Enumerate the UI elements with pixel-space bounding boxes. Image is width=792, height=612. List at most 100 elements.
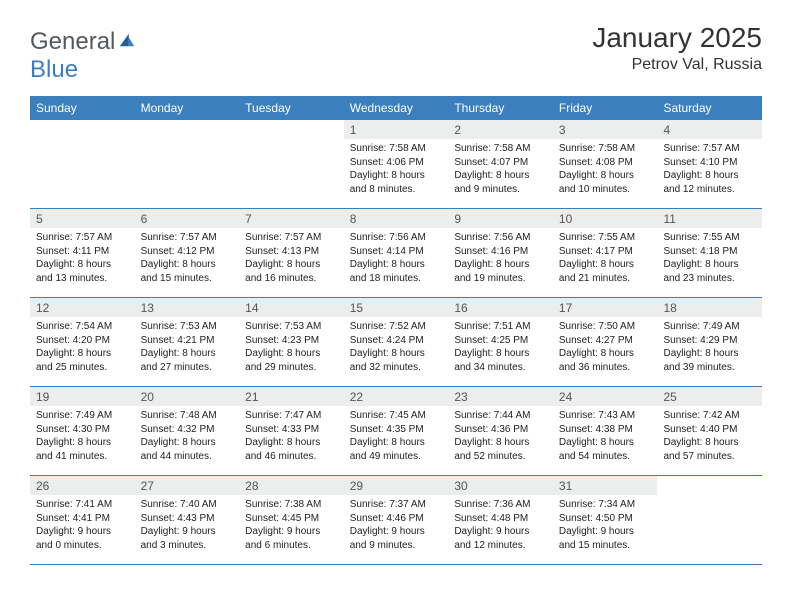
day-content: Sunrise: 7:42 AMSunset: 4:40 PMDaylight:… xyxy=(657,406,762,469)
day-content: Sunrise: 7:47 AMSunset: 4:33 PMDaylight:… xyxy=(239,406,344,469)
day-cell: 11Sunrise: 7:55 AMSunset: 4:18 PMDayligh… xyxy=(657,209,762,297)
weekday-header: Sunday xyxy=(30,96,135,120)
sunset-text: Sunset: 4:06 PM xyxy=(350,156,443,170)
day-number xyxy=(135,120,240,139)
day-number: 18 xyxy=(657,298,762,317)
sunrise-text: Sunrise: 7:56 AM xyxy=(350,231,443,245)
day-content: Sunrise: 7:49 AMSunset: 4:29 PMDaylight:… xyxy=(657,317,762,380)
day-number: 11 xyxy=(657,209,762,228)
daylight-text-1: Daylight: 8 hours xyxy=(36,258,129,272)
day-number xyxy=(30,120,135,139)
day-number: 10 xyxy=(553,209,658,228)
day-number: 4 xyxy=(657,120,762,139)
sunset-text: Sunset: 4:21 PM xyxy=(141,334,234,348)
daylight-text-2: and 10 minutes. xyxy=(559,183,652,197)
daylight-text-2: and 0 minutes. xyxy=(36,539,129,553)
sunrise-text: Sunrise: 7:49 AM xyxy=(36,409,129,423)
week-row: 5Sunrise: 7:57 AMSunset: 4:11 PMDaylight… xyxy=(30,209,762,298)
day-content: Sunrise: 7:58 AMSunset: 4:08 PMDaylight:… xyxy=(553,139,658,202)
daylight-text-2: and 12 minutes. xyxy=(454,539,547,553)
day-content xyxy=(239,139,344,148)
day-cell: 9Sunrise: 7:56 AMSunset: 4:16 PMDaylight… xyxy=(448,209,553,297)
logo-text-general: General xyxy=(30,28,115,56)
daylight-text-2: and 44 minutes. xyxy=(141,450,234,464)
daylight-text-2: and 39 minutes. xyxy=(663,361,756,375)
sunrise-text: Sunrise: 7:57 AM xyxy=(141,231,234,245)
day-content xyxy=(135,139,240,148)
sunrise-text: Sunrise: 7:34 AM xyxy=(559,498,652,512)
day-cell: 30Sunrise: 7:36 AMSunset: 4:48 PMDayligh… xyxy=(448,476,553,564)
day-number: 28 xyxy=(239,476,344,495)
sunset-text: Sunset: 4:27 PM xyxy=(559,334,652,348)
day-content: Sunrise: 7:57 AMSunset: 4:10 PMDaylight:… xyxy=(657,139,762,202)
day-content: Sunrise: 7:40 AMSunset: 4:43 PMDaylight:… xyxy=(135,495,240,558)
daylight-text-2: and 52 minutes. xyxy=(454,450,547,464)
location-label: Petrov Val, Russia xyxy=(592,56,762,74)
logo-sail-icon xyxy=(117,31,137,54)
sunset-text: Sunset: 4:20 PM xyxy=(36,334,129,348)
daylight-text-2: and 21 minutes. xyxy=(559,272,652,286)
week-row: 19Sunrise: 7:49 AMSunset: 4:30 PMDayligh… xyxy=(30,387,762,476)
sunset-text: Sunset: 4:35 PM xyxy=(350,423,443,437)
daylight-text-2: and 32 minutes. xyxy=(350,361,443,375)
day-cell xyxy=(135,120,240,208)
sunset-text: Sunset: 4:32 PM xyxy=(141,423,234,437)
day-cell: 24Sunrise: 7:43 AMSunset: 4:38 PMDayligh… xyxy=(553,387,658,475)
daylight-text-1: Daylight: 9 hours xyxy=(454,525,547,539)
month-title: January 2025 xyxy=(592,22,762,54)
sunrise-text: Sunrise: 7:42 AM xyxy=(663,409,756,423)
day-cell: 17Sunrise: 7:50 AMSunset: 4:27 PMDayligh… xyxy=(553,298,658,386)
day-cell: 10Sunrise: 7:55 AMSunset: 4:17 PMDayligh… xyxy=(553,209,658,297)
day-number: 30 xyxy=(448,476,553,495)
day-number: 9 xyxy=(448,209,553,228)
day-number: 12 xyxy=(30,298,135,317)
day-content: Sunrise: 7:53 AMSunset: 4:21 PMDaylight:… xyxy=(135,317,240,380)
daylight-text-2: and 25 minutes. xyxy=(36,361,129,375)
day-number: 14 xyxy=(239,298,344,317)
day-cell: 16Sunrise: 7:51 AMSunset: 4:25 PMDayligh… xyxy=(448,298,553,386)
day-cell: 3Sunrise: 7:58 AMSunset: 4:08 PMDaylight… xyxy=(553,120,658,208)
title-block: January 2025 Petrov Val, Russia xyxy=(592,22,762,74)
week-row: 26Sunrise: 7:41 AMSunset: 4:41 PMDayligh… xyxy=(30,476,762,565)
daylight-text-2: and 54 minutes. xyxy=(559,450,652,464)
daylight-text-1: Daylight: 8 hours xyxy=(350,347,443,361)
day-number: 24 xyxy=(553,387,658,406)
sunrise-text: Sunrise: 7:57 AM xyxy=(245,231,338,245)
day-content: Sunrise: 7:57 AMSunset: 4:11 PMDaylight:… xyxy=(30,228,135,291)
daylight-text-2: and 9 minutes. xyxy=(350,539,443,553)
daylight-text-1: Daylight: 8 hours xyxy=(350,169,443,183)
day-cell: 6Sunrise: 7:57 AMSunset: 4:12 PMDaylight… xyxy=(135,209,240,297)
sunset-text: Sunset: 4:13 PM xyxy=(245,245,338,259)
day-content: Sunrise: 7:50 AMSunset: 4:27 PMDaylight:… xyxy=(553,317,658,380)
day-content: Sunrise: 7:41 AMSunset: 4:41 PMDaylight:… xyxy=(30,495,135,558)
daylight-text-2: and 34 minutes. xyxy=(454,361,547,375)
sunrise-text: Sunrise: 7:53 AM xyxy=(245,320,338,334)
day-number: 17 xyxy=(553,298,658,317)
day-cell: 19Sunrise: 7:49 AMSunset: 4:30 PMDayligh… xyxy=(30,387,135,475)
day-content: Sunrise: 7:36 AMSunset: 4:48 PMDaylight:… xyxy=(448,495,553,558)
daylight-text-1: Daylight: 8 hours xyxy=(663,258,756,272)
day-content: Sunrise: 7:38 AMSunset: 4:45 PMDaylight:… xyxy=(239,495,344,558)
sunrise-text: Sunrise: 7:44 AM xyxy=(454,409,547,423)
sunrise-text: Sunrise: 7:55 AM xyxy=(559,231,652,245)
daylight-text-1: Daylight: 9 hours xyxy=(36,525,129,539)
day-content: Sunrise: 7:55 AMSunset: 4:18 PMDaylight:… xyxy=(657,228,762,291)
day-cell: 28Sunrise: 7:38 AMSunset: 4:45 PMDayligh… xyxy=(239,476,344,564)
daylight-text-1: Daylight: 8 hours xyxy=(663,347,756,361)
day-cell: 2Sunrise: 7:58 AMSunset: 4:07 PMDaylight… xyxy=(448,120,553,208)
daylight-text-1: Daylight: 8 hours xyxy=(141,436,234,450)
day-content: Sunrise: 7:51 AMSunset: 4:25 PMDaylight:… xyxy=(448,317,553,380)
day-number xyxy=(239,120,344,139)
day-content: Sunrise: 7:55 AMSunset: 4:17 PMDaylight:… xyxy=(553,228,658,291)
day-number: 7 xyxy=(239,209,344,228)
day-content: Sunrise: 7:43 AMSunset: 4:38 PMDaylight:… xyxy=(553,406,658,469)
day-content: Sunrise: 7:56 AMSunset: 4:14 PMDaylight:… xyxy=(344,228,449,291)
day-content: Sunrise: 7:58 AMSunset: 4:06 PMDaylight:… xyxy=(344,139,449,202)
logo: GeneralBlue xyxy=(30,22,137,84)
day-content: Sunrise: 7:52 AMSunset: 4:24 PMDaylight:… xyxy=(344,317,449,380)
sunset-text: Sunset: 4:24 PM xyxy=(350,334,443,348)
day-content: Sunrise: 7:37 AMSunset: 4:46 PMDaylight:… xyxy=(344,495,449,558)
day-number: 21 xyxy=(239,387,344,406)
sunset-text: Sunset: 4:23 PM xyxy=(245,334,338,348)
day-content: Sunrise: 7:49 AMSunset: 4:30 PMDaylight:… xyxy=(30,406,135,469)
